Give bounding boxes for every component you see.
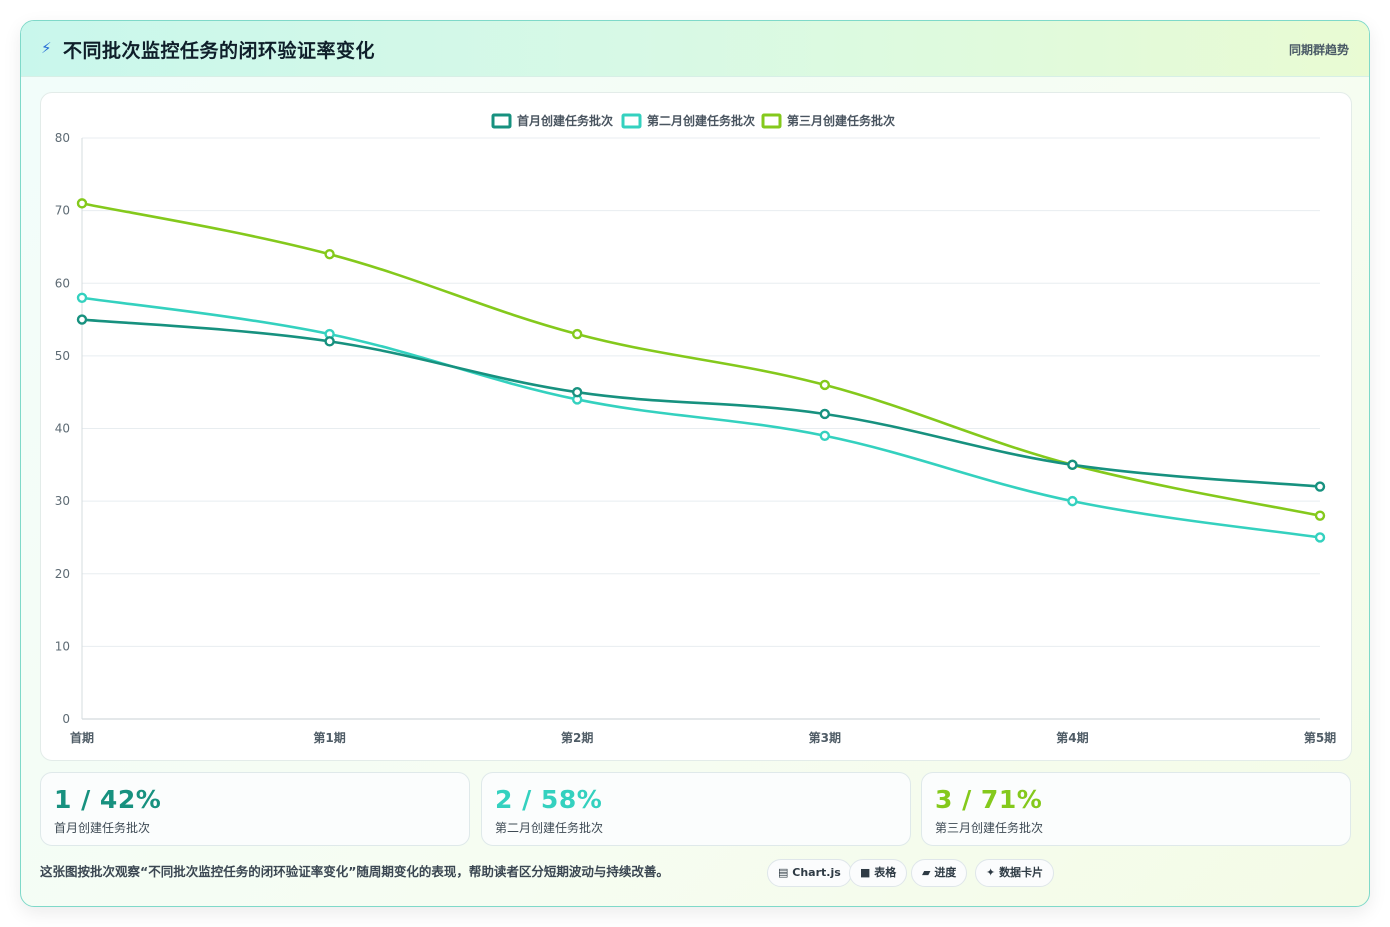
stat-cards: 1 / 42% 首月创建任务批次 2 / 58% 第二月创建任务批次 3 / 7… <box>40 772 1352 846</box>
sparkle-icon: ✦ <box>986 866 996 879</box>
chart-panel: 0 10 20 30 40 50 60 70 80 首期 第1期 第2期 第3期 第4期 第5期 首月创建任务… <box>40 92 1352 761</box>
chip-label: Chart.js <box>792 866 841 879</box>
stat-value: 1 / 42% <box>54 785 162 814</box>
data-point <box>324 336 335 347</box>
y-tick-label: 60 <box>55 276 70 290</box>
series-line <box>80 296 1322 539</box>
chart-description: 这张图按批次观察“不同批次监控任务的闭环验证率变化”随周期变化的表现，帮助读者区… <box>40 864 669 879</box>
data-point <box>1314 510 1326 521</box>
x-tick-label: 第3期 <box>809 730 841 745</box>
x-tick-label: 第1期 <box>313 730 345 745</box>
y-tick-label: 0 <box>62 712 70 726</box>
card-header: ⚡ 不同批次监控任务的闭环验证率变化 同期群趋势 <box>21 21 1369 77</box>
data-point <box>1067 459 1078 471</box>
y-tick-label: 30 <box>55 494 70 508</box>
data-point <box>324 248 335 260</box>
y-tick-label: 40 <box>55 422 70 436</box>
series-line <box>80 318 1322 488</box>
data-point <box>819 408 830 420</box>
stat-card: 2 / 58% 第二月创建任务批次 <box>481 772 911 846</box>
stat-label: 第三月创建任务批次 <box>935 821 1044 835</box>
data-point <box>1067 495 1078 507</box>
legend-label: 首月创建任务批次 <box>517 113 613 128</box>
chip-label: 进度 <box>934 866 957 879</box>
y-tick-label: 10 <box>55 639 70 653</box>
chip-chartjs[interactable]: ▤ Chart.js <box>767 859 852 887</box>
x-tick-label: 首期 <box>70 730 94 745</box>
legend-swatch <box>621 113 642 129</box>
chip-progress[interactable]: ▰ 进度 <box>911 859 968 887</box>
x-tick-label: 第2期 <box>561 730 593 745</box>
x-tick-label: 第4期 <box>1056 730 1088 745</box>
stat-value: 2 / 58% <box>495 785 603 814</box>
data-point <box>76 198 88 209</box>
chip-table[interactable]: ■ 表格 <box>849 859 908 887</box>
legend-label: 第三月创建任务批次 <box>787 113 895 128</box>
data-point <box>572 328 583 340</box>
data-point <box>1314 532 1326 543</box>
header-tag: 同期群趋势 <box>1288 43 1349 57</box>
legend-swatch <box>761 113 782 129</box>
data-point <box>76 314 88 325</box>
data-point <box>819 430 830 441</box>
chip-data-card[interactable]: ✦ 数据卡片 <box>975 859 1055 887</box>
data-point <box>572 386 583 398</box>
y-tick-label: 80 <box>55 131 70 145</box>
data-point <box>819 379 830 391</box>
legend-label: 第二月创建任务批次 <box>647 113 755 128</box>
chart-icon: ▤ <box>778 866 789 879</box>
data-point <box>1314 481 1326 492</box>
progress-icon: ▰ <box>922 866 931 879</box>
chip-label: 数据卡片 <box>999 866 1044 879</box>
stat-value: 3 / 71% <box>935 785 1043 814</box>
y-tick-label: 20 <box>55 567 70 581</box>
card-title: 不同批次监控任务的闭环验证率变化 <box>63 40 376 62</box>
y-tick-label: 50 <box>55 349 70 363</box>
table-icon: ■ <box>860 866 871 879</box>
x-tick-label: 第5期 <box>1304 730 1336 745</box>
legend-swatch <box>491 113 512 129</box>
stat-label: 首月创建任务批次 <box>54 821 151 835</box>
stat-card: 1 / 42% 首月创建任务批次 <box>40 772 470 846</box>
bolt-icon: ⚡ <box>41 39 52 57</box>
stat-label: 第二月创建任务批次 <box>495 821 604 835</box>
stat-card: 3 / 71% 第三月创建任务批次 <box>921 772 1351 846</box>
line-chart: 0 10 20 30 40 50 60 70 80 首期 第1期 第2期 第3期 第4期 第5期 首月创建任务… <box>55 113 1336 745</box>
chip-label: 表格 <box>874 866 897 879</box>
data-point <box>76 292 88 303</box>
chart-card: ⚡ 不同批次监控任务的闭环验证率变化 同期群趋势 0 10 20 30 40 50 60 70… <box>20 20 1370 907</box>
series-line <box>80 202 1322 517</box>
y-tick-label: 70 <box>55 204 70 218</box>
